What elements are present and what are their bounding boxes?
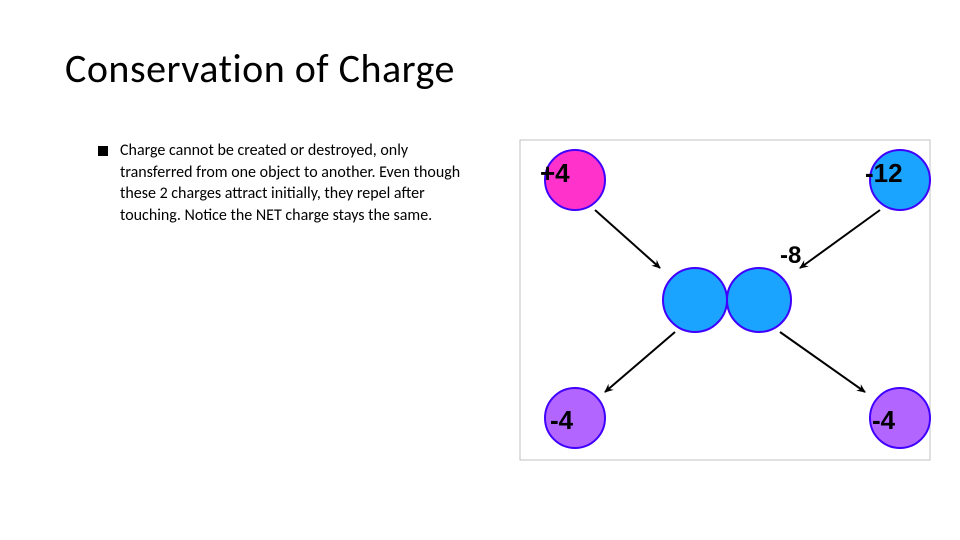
slide: Conservation of Charge Charge cannot be … (0, 0, 960, 540)
page-title: Conservation of Charge (65, 44, 455, 93)
lbl-plus4: +4 (540, 158, 570, 188)
bullet-marker-icon (98, 146, 108, 156)
diagram-svg: +4 -12 -8 -4 -4 (520, 140, 930, 460)
lbl-bot-right: -4 (872, 405, 896, 435)
lbl-minus12: -12 (865, 158, 903, 188)
bullet-row: Charge cannot be created or destroyed, o… (98, 140, 468, 226)
mid-left-ball (663, 268, 727, 332)
mid-right-ball (727, 268, 791, 332)
lbl-minus8: -8 (780, 242, 801, 269)
bullet-block: Charge cannot be created or destroyed, o… (98, 140, 468, 226)
lbl-bot-left: -4 (550, 405, 574, 435)
bullet-text: Charge cannot be created or destroyed, o… (120, 140, 468, 226)
charge-diagram: +4 -12 -8 -4 -4 (520, 140, 930, 460)
